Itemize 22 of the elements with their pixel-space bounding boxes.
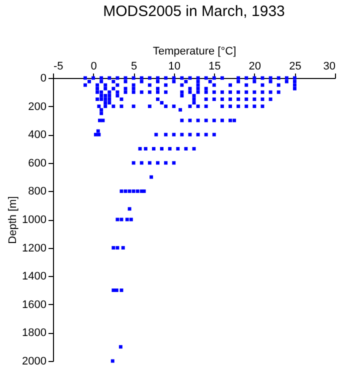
x-tick-label: 20	[248, 60, 262, 72]
y-tick-label: 400	[28, 129, 46, 142]
y-tick-label: 2000	[22, 356, 46, 368]
x-tick-label: 25	[289, 60, 302, 72]
y-tick-label: 200	[28, 100, 46, 113]
y-tick-label: 1600	[22, 298, 46, 311]
x-tick-label: 15	[208, 60, 221, 72]
x-tick-label: -5	[54, 60, 64, 72]
y-tick-label: 1400	[22, 270, 46, 283]
y-tick-label: 1800	[22, 327, 46, 340]
y-tick-label: 600	[28, 157, 46, 170]
x-tick-label: 10	[168, 60, 180, 72]
y-tick-label: 0	[40, 72, 46, 84]
y-axis-title: Depth [m]	[7, 196, 20, 244]
y-tick-label: 1200	[22, 242, 46, 254]
x-axis-title: Temperature [°C]	[152, 46, 236, 58]
x-tick-label: 30	[323, 60, 336, 72]
chart-title: MODS2005 in March, 1933	[103, 3, 285, 20]
y-tick-label: 1000	[22, 214, 46, 226]
x-tick-label: 0	[90, 60, 97, 72]
x-tick-label: 5	[131, 60, 138, 72]
y-tick-label: 800	[28, 186, 46, 198]
